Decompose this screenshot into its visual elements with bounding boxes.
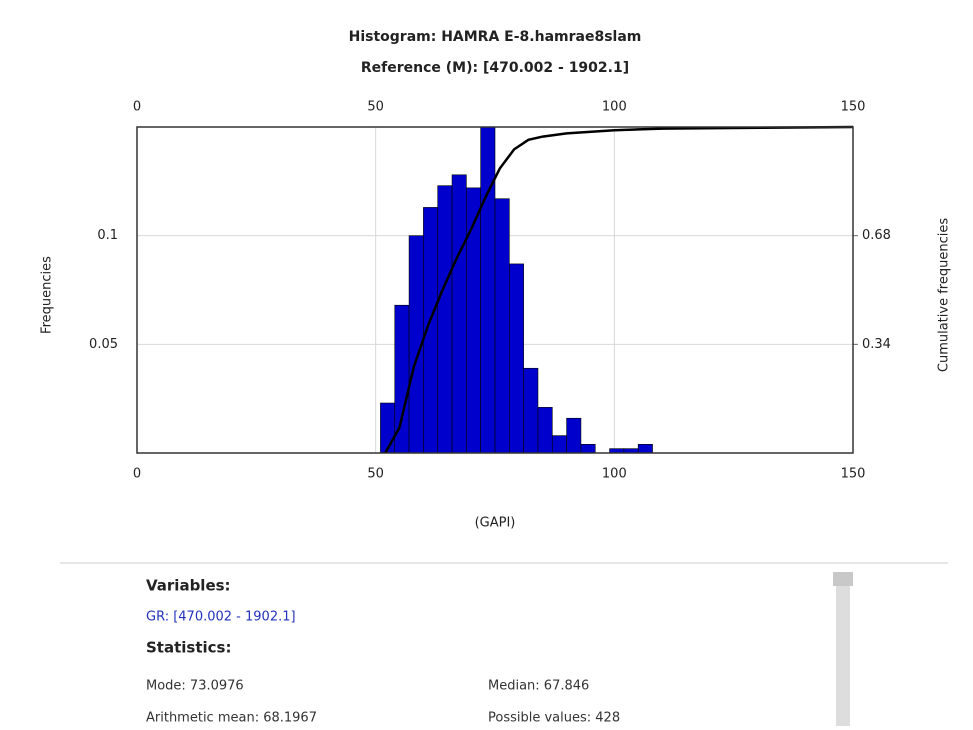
- bar: [480, 126, 496, 454]
- scrollbar-track[interactable]: [836, 572, 850, 726]
- cumulative-line: [384, 125, 854, 454]
- stat: Median: 67.846: [488, 679, 589, 694]
- bar: [380, 402, 396, 454]
- bar: [537, 407, 553, 454]
- x-tick-label: 50: [367, 100, 384, 115]
- y2-tick-label: 0.34: [862, 337, 891, 352]
- scrollbar-thumb[interactable]: [833, 572, 853, 586]
- chart-title: Histogram: HAMRA E-8.hamrae8slam: [349, 29, 642, 45]
- bar: [551, 435, 567, 454]
- y2-axis-label: Cumulative frequencies: [937, 218, 952, 372]
- y-axis-label: Frequencies: [40, 256, 55, 334]
- y-tick-label: 0.1: [97, 228, 118, 243]
- chart-subtitle: Reference (M): [470.002 - 1902.1]: [361, 60, 629, 76]
- x-axis-label: (GAPI): [475, 516, 516, 531]
- x-tick-label: 100: [602, 100, 627, 115]
- x-tick-label: 100: [602, 467, 627, 482]
- x-tick-label: 150: [841, 100, 866, 115]
- x-tick-label: 50: [367, 467, 384, 482]
- bar: [580, 444, 596, 454]
- plot-border: [136, 126, 854, 454]
- bar: [466, 187, 481, 454]
- x-tick-label: 150: [841, 467, 866, 482]
- bar: [523, 367, 539, 454]
- stat: Mode: 73.0976: [146, 679, 244, 694]
- x-tick-label: 0: [133, 467, 141, 482]
- x-tick-label: 0: [133, 100, 141, 115]
- bar: [637, 444, 653, 454]
- stat: Arithmetic mean: 68.1967: [146, 711, 317, 726]
- bar: [494, 198, 510, 454]
- stat: Possible values: 428: [488, 711, 620, 726]
- bar: [437, 185, 453, 454]
- y2-tick-label: 0.68: [862, 228, 891, 243]
- bar: [451, 174, 467, 454]
- y-tick-label: 0.05: [89, 337, 118, 352]
- bar: [509, 263, 524, 454]
- panel-heading: Variables:: [146, 577, 231, 595]
- panel-heading: Statistics:: [146, 639, 231, 657]
- variable-link[interactable]: GR: [470.002 - 1902.1]: [146, 610, 296, 625]
- bar: [566, 417, 582, 454]
